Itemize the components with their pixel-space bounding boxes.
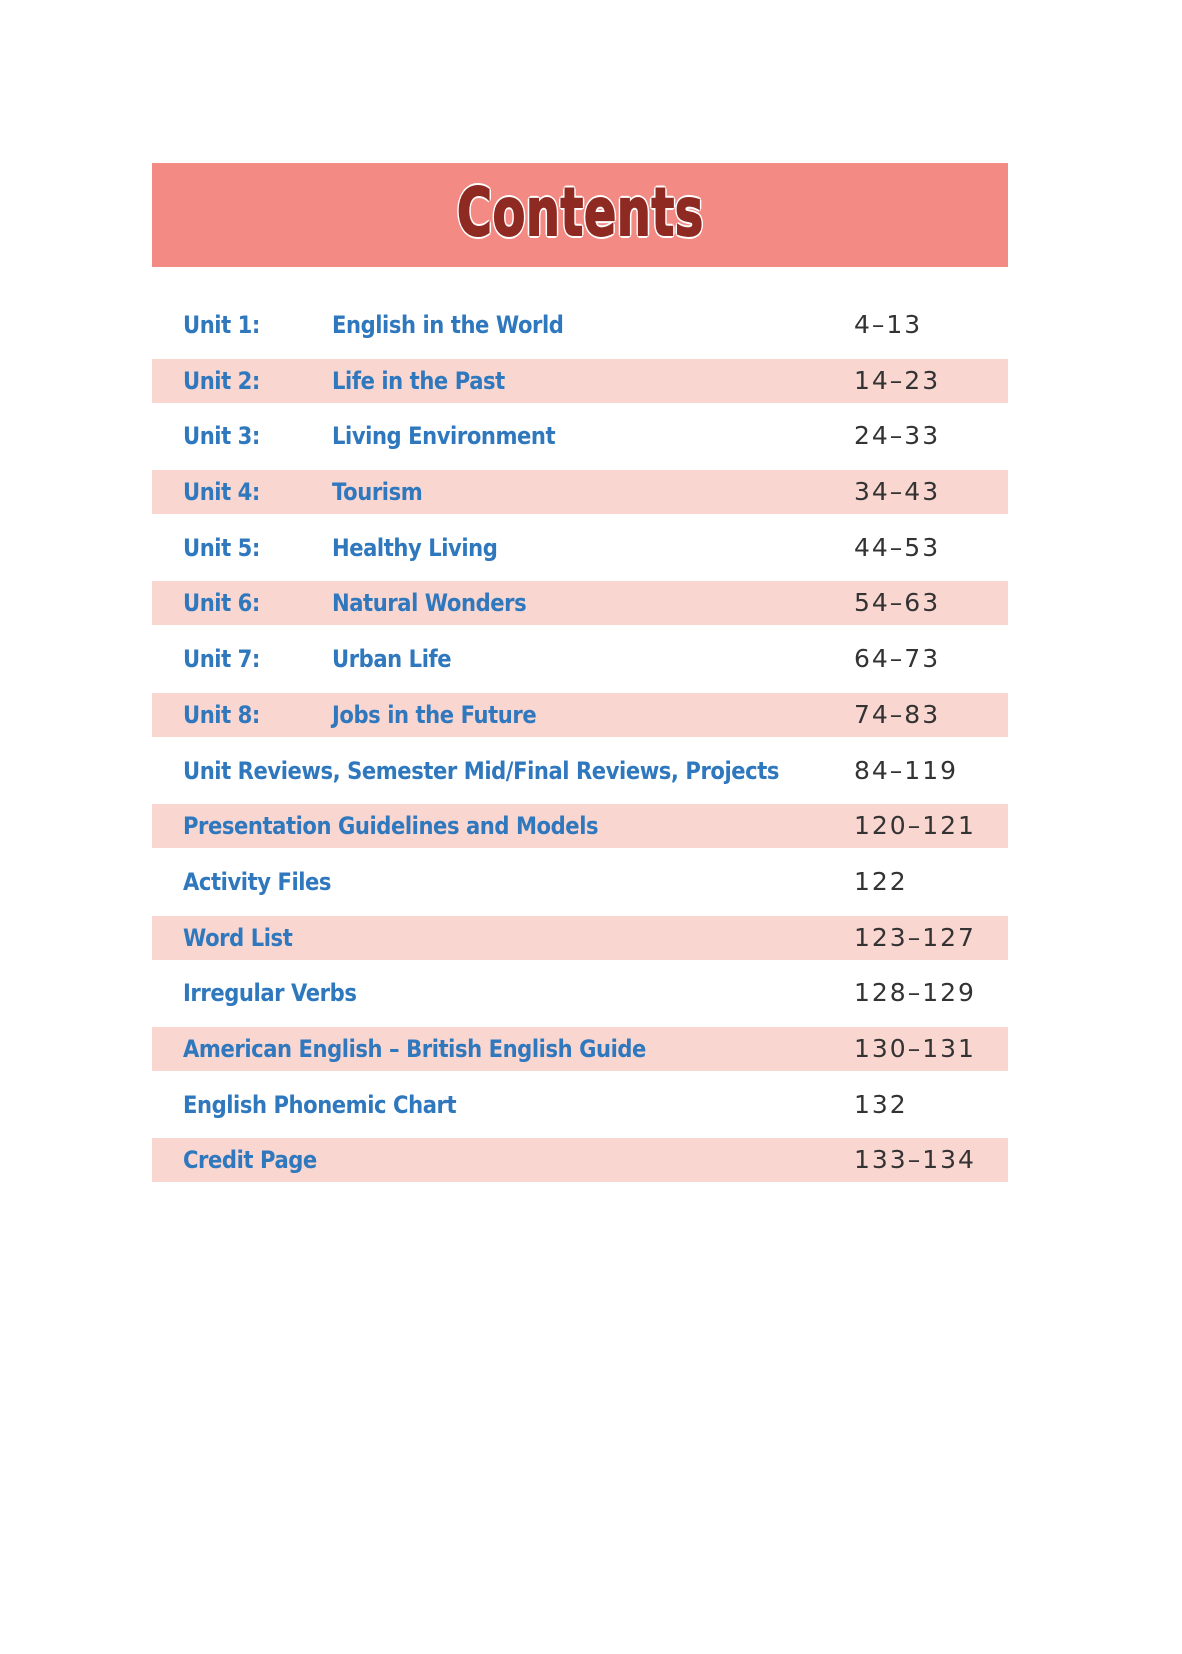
entry-pages: 34–43 xyxy=(854,477,941,507)
entry-title: Living Environment xyxy=(332,422,556,451)
page-title: Contents xyxy=(456,173,704,252)
contents-entry[interactable]: Word List 123–127 xyxy=(152,915,1008,960)
entry-pages: 133–134 xyxy=(854,1145,976,1175)
contents-list: Unit 1: English in the World 4–13 Unit 2: Li… xyxy=(152,303,1008,1194)
entry-label: Unit 5: xyxy=(183,533,260,562)
entry-pages: 74–83 xyxy=(854,699,941,729)
contents-banner: Contents xyxy=(152,163,1008,267)
entry-pages: 84–119 xyxy=(854,755,959,785)
contents-entry[interactable]: Credit Page 133–134 xyxy=(152,1138,1008,1183)
entry-pages: 44–53 xyxy=(854,532,941,562)
entry-label: Credit Page xyxy=(183,1146,317,1175)
entry-pages: 24–33 xyxy=(854,421,941,451)
entry-label: Activity Files xyxy=(183,867,332,896)
entry-pages: 54–63 xyxy=(854,588,941,618)
entry-pages: 14–23 xyxy=(854,365,941,395)
contents-entry[interactable]: English Phonemic Chart 132 xyxy=(152,1083,1008,1127)
entry-label: Word List xyxy=(183,923,293,952)
contents-entry[interactable]: Unit Reviews, Semester Mid/Final Reviews… xyxy=(152,749,1008,793)
entry-pages: 120–121 xyxy=(854,811,976,841)
contents-entry[interactable]: Unit 3: Living Environment 24–33 xyxy=(152,414,1008,458)
entry-title: Urban Life xyxy=(332,645,452,674)
entry-label: Unit 2: xyxy=(183,366,260,395)
contents-entry[interactable]: Unit 2: Life in the Past 14–23 xyxy=(152,358,1008,403)
entry-pages: 130–131 xyxy=(854,1033,976,1063)
entry-pages: 128–129 xyxy=(854,978,976,1008)
contents-entry[interactable]: Irregular Verbs 128–129 xyxy=(152,971,1008,1015)
entry-title: Natural Wonders xyxy=(332,589,527,618)
contents-entry[interactable]: Unit 6: Natural Wonders 54–63 xyxy=(152,581,1008,626)
entry-label: English Phonemic Chart xyxy=(183,1090,457,1119)
contents-entry[interactable]: Unit 5: Healthy Living 44–53 xyxy=(152,526,1008,570)
contents-entry[interactable]: Unit 7: Urban Life 64–73 xyxy=(152,637,1008,681)
entry-title: Healthy Living xyxy=(332,533,498,562)
entry-pages: 4–13 xyxy=(854,310,923,339)
entry-title: Tourism xyxy=(332,478,423,507)
entry-label: Unit Reviews, Semester Mid/Final Reviews… xyxy=(183,756,780,785)
entry-pages: 122 xyxy=(854,866,908,896)
entry-label: Unit 7: xyxy=(183,645,260,674)
entry-label: Unit 4: xyxy=(183,478,260,507)
entry-pages: 132 xyxy=(854,1089,908,1119)
entry-label: Unit 1: xyxy=(183,311,260,339)
entry-title: Jobs in the Future xyxy=(332,700,537,729)
contents-entry[interactable]: Presentation Guidelines and Models 120–12… xyxy=(152,804,1008,849)
entry-pages: 123–127 xyxy=(854,922,976,952)
entry-title: English in the World xyxy=(332,311,564,339)
entry-label: Unit 3: xyxy=(183,422,260,451)
entry-label: Presentation Guidelines and Models xyxy=(183,812,599,841)
contents-entry[interactable]: American English – British English Guide… xyxy=(152,1026,1008,1071)
entry-label: Irregular Verbs xyxy=(183,979,357,1008)
entry-title: Life in the Past xyxy=(332,366,505,395)
entry-label: Unit 6: xyxy=(183,589,260,618)
contents-entry[interactable]: Activity Files 122 xyxy=(152,860,1008,904)
contents-entry[interactable]: Unit 1: English in the World 4–13 xyxy=(152,303,1008,347)
contents-entry[interactable]: Unit 4: Tourism 34–43 xyxy=(152,470,1008,515)
entry-label: American English – British English Guide xyxy=(183,1034,646,1063)
entry-label: Unit 8: xyxy=(183,700,260,729)
contents-entry[interactable]: Unit 8: Jobs in the Future 74–83 xyxy=(152,692,1008,737)
entry-pages: 64–73 xyxy=(854,644,941,674)
